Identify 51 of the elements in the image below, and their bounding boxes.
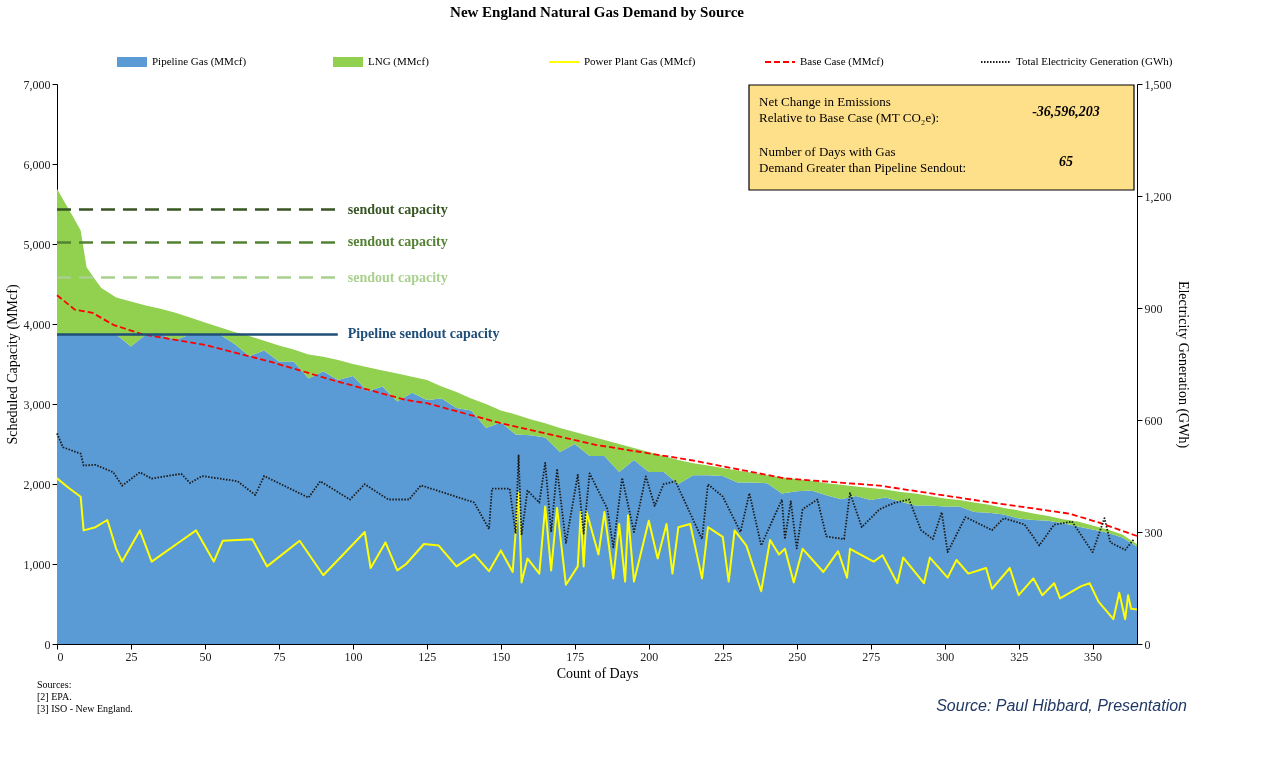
x-tick-label: 125 (418, 649, 437, 664)
y2-tick-label: 0 (1144, 637, 1151, 652)
y-axis-title: Scheduled Capacity (MMcf) (4, 284, 21, 445)
ref-line-label: sendout capacity (347, 269, 448, 285)
ref-line-label: sendout capacity (347, 201, 448, 217)
x-tick-label: 250 (788, 649, 807, 664)
legend-label: Pipeline Gas (MMcf) (152, 55, 247, 68)
y-tick-label: 1,000 (23, 557, 51, 572)
source-note: Source: Paul Hibbard, Presentation (936, 697, 1188, 714)
annotation: -36,596,203 (1032, 104, 1100, 119)
legend-label: Base Case (MMcf) (800, 55, 885, 68)
x-axis-title: Count of Days (556, 665, 639, 681)
x-tick-label: 225 (714, 649, 733, 664)
y2-tick-label: 1,200 (1144, 189, 1172, 204)
x-tick-label: 350 (1084, 649, 1103, 664)
line-series (56, 294, 1138, 537)
annotation: Number of Days with Gas Demand Greater than Pipeline Sendout: (759, 144, 967, 175)
x-tick-label: 300 (936, 649, 955, 664)
x-tick-label: 200 (640, 649, 659, 664)
y-tick-label: 5,000 (23, 237, 51, 252)
legend-label: Power Plant Gas (MMcf) (584, 55, 696, 68)
chart-title: New England Natural Gas Demand by Source (450, 4, 745, 20)
ref-line-label: Pipeline sendout capacity (347, 326, 500, 342)
legend-label: LNG (MMcf) (368, 55, 430, 68)
y-tick-label: 4,000 (23, 317, 51, 332)
line-series (56, 432, 1135, 554)
y2-tick-label: 1,500 (1144, 77, 1172, 92)
annotation: Net Change in Emissions Relative to Base Case (MT CO₂e): (759, 94, 940, 125)
x-tick-label: 75 (273, 649, 286, 664)
x-tick-label: 0 (57, 649, 64, 664)
y-tick-label: 7,000 (23, 77, 51, 92)
x-tick-label: 100 (344, 649, 363, 664)
y-tick-label: 2,000 (23, 477, 51, 492)
x-tick-label: 25 (125, 649, 138, 664)
y-tick-label: 3,000 (23, 397, 51, 412)
y2-axis-title: Electricity Generation (GWh) (1174, 280, 1191, 449)
line-series (56, 477, 1138, 621)
y2-tick-label: 300 (1144, 525, 1163, 540)
legend-label: Total Electricity Generation (GWh) (1016, 55, 1173, 68)
source-note: Sources: [2] EPA. [3] ISO - New England. (37, 679, 133, 714)
annotation: 65 (1059, 154, 1073, 169)
x-tick-label: 150 (492, 649, 511, 664)
x-tick-label: 275 (862, 649, 881, 664)
x-tick-label: 325 (1010, 649, 1029, 664)
y-tick-label: 0 (44, 637, 51, 652)
y-tick-label: 6,000 (23, 157, 51, 172)
y2-tick-label: 600 (1144, 413, 1163, 428)
y2-tick-label: 900 (1144, 301, 1163, 316)
ref-line-label: sendout capacity (347, 234, 448, 250)
x-tick-label: 175 (566, 649, 585, 664)
x-tick-label: 50 (199, 649, 212, 664)
